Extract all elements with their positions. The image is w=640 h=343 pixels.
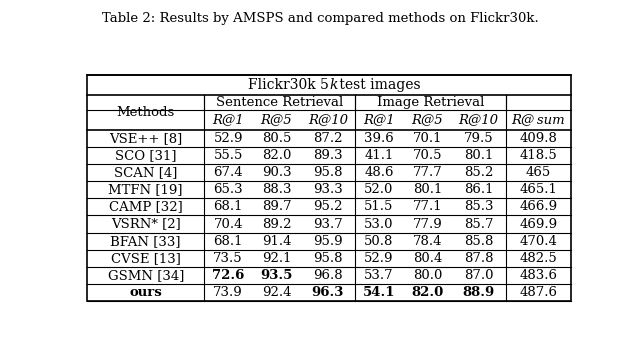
Text: Table 2: Results by AMSPS and compared methods on Flickr30k.: Table 2: Results by AMSPS and compared m…: [102, 12, 538, 25]
Text: 67.4: 67.4: [213, 166, 243, 179]
Text: VSE++ [8]: VSE++ [8]: [109, 132, 182, 145]
Text: 92.1: 92.1: [262, 252, 291, 265]
Text: 51.5: 51.5: [364, 200, 394, 213]
Text: 78.4: 78.4: [413, 235, 442, 248]
Text: R@10: R@10: [459, 113, 499, 126]
Text: 89.2: 89.2: [262, 217, 291, 230]
Text: 80.0: 80.0: [413, 269, 442, 282]
Text: 87.0: 87.0: [464, 269, 493, 282]
Text: 41.1: 41.1: [364, 149, 394, 162]
Text: 409.8: 409.8: [520, 132, 557, 145]
Text: 48.6: 48.6: [364, 166, 394, 179]
Text: 470.4: 470.4: [520, 235, 557, 248]
Text: CAMP [32]: CAMP [32]: [109, 200, 182, 213]
Text: 77.1: 77.1: [413, 200, 442, 213]
Text: 54.1: 54.1: [363, 286, 396, 299]
Text: Image Retrieval: Image Retrieval: [377, 96, 484, 109]
Text: 80.1: 80.1: [413, 183, 442, 196]
Text: 95.2: 95.2: [313, 200, 342, 213]
Text: 80.4: 80.4: [413, 252, 442, 265]
Text: 80.1: 80.1: [464, 149, 493, 162]
Text: 53.0: 53.0: [364, 217, 394, 230]
Text: ours: ours: [129, 286, 162, 299]
Text: R@5: R@5: [260, 113, 292, 126]
Text: 73.5: 73.5: [213, 252, 243, 265]
Text: 77.7: 77.7: [413, 166, 442, 179]
Text: test images: test images: [335, 78, 421, 92]
Text: 88.9: 88.9: [463, 286, 495, 299]
Text: R@1: R@1: [364, 113, 395, 126]
Text: 482.5: 482.5: [520, 252, 557, 265]
Text: 86.1: 86.1: [464, 183, 493, 196]
Text: 70.4: 70.4: [213, 217, 243, 230]
Text: 50.8: 50.8: [364, 235, 394, 248]
Text: 55.5: 55.5: [214, 149, 243, 162]
Text: 95.8: 95.8: [313, 166, 342, 179]
Text: 52.9: 52.9: [213, 132, 243, 145]
Text: 77.9: 77.9: [413, 217, 442, 230]
Text: 91.4: 91.4: [262, 235, 291, 248]
Text: 53.7: 53.7: [364, 269, 394, 282]
Text: 68.1: 68.1: [213, 235, 243, 248]
Text: 72.6: 72.6: [212, 269, 244, 282]
Text: 52.0: 52.0: [364, 183, 394, 196]
Text: CVSE [13]: CVSE [13]: [111, 252, 180, 265]
Text: GSMN [34]: GSMN [34]: [108, 269, 184, 282]
Text: 88.3: 88.3: [262, 183, 291, 196]
Text: 70.5: 70.5: [413, 149, 442, 162]
Text: 95.8: 95.8: [313, 252, 342, 265]
Text: 90.3: 90.3: [262, 166, 291, 179]
Text: 96.8: 96.8: [313, 269, 342, 282]
Text: 80.5: 80.5: [262, 132, 291, 145]
Text: 70.1: 70.1: [413, 132, 442, 145]
Text: 85.7: 85.7: [464, 217, 493, 230]
Text: 93.3: 93.3: [313, 183, 342, 196]
Text: 87.8: 87.8: [464, 252, 493, 265]
Text: 92.4: 92.4: [262, 286, 291, 299]
Text: 73.9: 73.9: [213, 286, 243, 299]
Text: Sentence Retrieval: Sentence Retrieval: [216, 96, 343, 109]
Text: 52.9: 52.9: [364, 252, 394, 265]
Text: 93.7: 93.7: [313, 217, 342, 230]
Text: 95.9: 95.9: [313, 235, 342, 248]
Text: R@ sum: R@ sum: [511, 113, 565, 126]
Text: 93.5: 93.5: [260, 269, 292, 282]
Text: 465.1: 465.1: [520, 183, 557, 196]
Text: VSRN* [2]: VSRN* [2]: [111, 217, 180, 230]
Text: 487.6: 487.6: [520, 286, 557, 299]
Text: R@1: R@1: [212, 113, 244, 126]
Text: 79.5: 79.5: [464, 132, 493, 145]
Text: 82.0: 82.0: [262, 149, 291, 162]
Text: 469.9: 469.9: [519, 217, 557, 230]
Text: 85.2: 85.2: [464, 166, 493, 179]
Text: k: k: [329, 78, 338, 92]
Text: 465: 465: [526, 166, 551, 179]
Text: BFAN [33]: BFAN [33]: [111, 235, 181, 248]
Text: MTFN [19]: MTFN [19]: [108, 183, 183, 196]
Text: 89.7: 89.7: [262, 200, 291, 213]
Text: SCAN [4]: SCAN [4]: [114, 166, 177, 179]
Text: Flickr30k 5: Flickr30k 5: [248, 78, 329, 92]
Text: 82.0: 82.0: [412, 286, 444, 299]
Text: 85.3: 85.3: [464, 200, 493, 213]
Text: 483.6: 483.6: [520, 269, 557, 282]
Text: 96.3: 96.3: [312, 286, 344, 299]
Text: R@10: R@10: [308, 113, 348, 126]
Text: 466.9: 466.9: [519, 200, 557, 213]
Bar: [88, 75, 571, 301]
Text: 87.2: 87.2: [313, 132, 342, 145]
Text: 68.1: 68.1: [213, 200, 243, 213]
Text: 85.8: 85.8: [464, 235, 493, 248]
Text: SCO [31]: SCO [31]: [115, 149, 177, 162]
Text: Methods: Methods: [116, 106, 175, 119]
Text: 89.3: 89.3: [313, 149, 342, 162]
Text: R@5: R@5: [412, 113, 444, 126]
Text: 418.5: 418.5: [520, 149, 557, 162]
Text: 39.6: 39.6: [364, 132, 394, 145]
Text: 65.3: 65.3: [213, 183, 243, 196]
